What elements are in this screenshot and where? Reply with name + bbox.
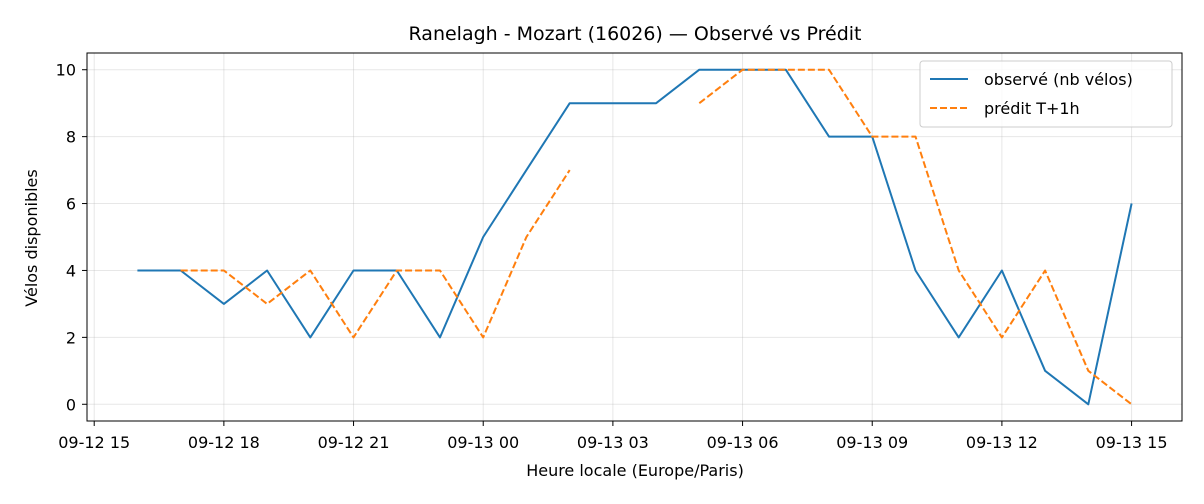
- legend-label-observe: observé (nb vélos): [984, 70, 1133, 89]
- y-tick-label: 10: [56, 61, 76, 80]
- y-tick-label: 4: [66, 261, 76, 280]
- x-tick-label: 09-13 12: [966, 433, 1038, 452]
- x-tick-label: 09-12 18: [188, 433, 260, 452]
- y-axis-label: Vélos disponibles: [22, 169, 41, 306]
- series-layer: [137, 68, 1133, 406]
- grid-lines: [87, 53, 1182, 421]
- x-tick-label: 09-13 15: [1096, 433, 1168, 452]
- plot-frame: [86, 52, 1183, 422]
- x-tick-label: 09-13 09: [836, 433, 908, 452]
- y-tick-label: 8: [66, 128, 76, 147]
- chart-title: Ranelagh - Mozart (16026) — Observé vs P…: [409, 23, 862, 45]
- legend: observé (nb vélos) prédit T+1h: [919, 60, 1173, 128]
- x-tick-label: 09-13 00: [447, 433, 519, 452]
- series-line-predit: [180, 169, 571, 339]
- x-tick-label: 09-12 21: [318, 433, 390, 452]
- legend-box: [919, 60, 1173, 128]
- y-tick-label: 2: [66, 328, 76, 347]
- x-tick-label: 09-13 06: [707, 433, 779, 452]
- x-axis: 09-12 15 09-12 18 09-12 21 09-13 00 09-13 03…: [58, 421, 1168, 452]
- y-tick-label: 0: [66, 395, 76, 414]
- x-tick-label: 09-13 03: [577, 433, 649, 452]
- x-tick-label: 09-12 15: [58, 433, 130, 452]
- y-tick-label: 6: [66, 195, 76, 214]
- legend-label-predit: prédit T+1h: [984, 99, 1080, 118]
- y-axis: 0 2 4 6 8 10: [56, 61, 87, 414]
- x-axis-label: Heure locale (Europe/Paris): [526, 461, 744, 480]
- series-line-predit: [698, 68, 1133, 406]
- series-line-observe: [137, 68, 1133, 406]
